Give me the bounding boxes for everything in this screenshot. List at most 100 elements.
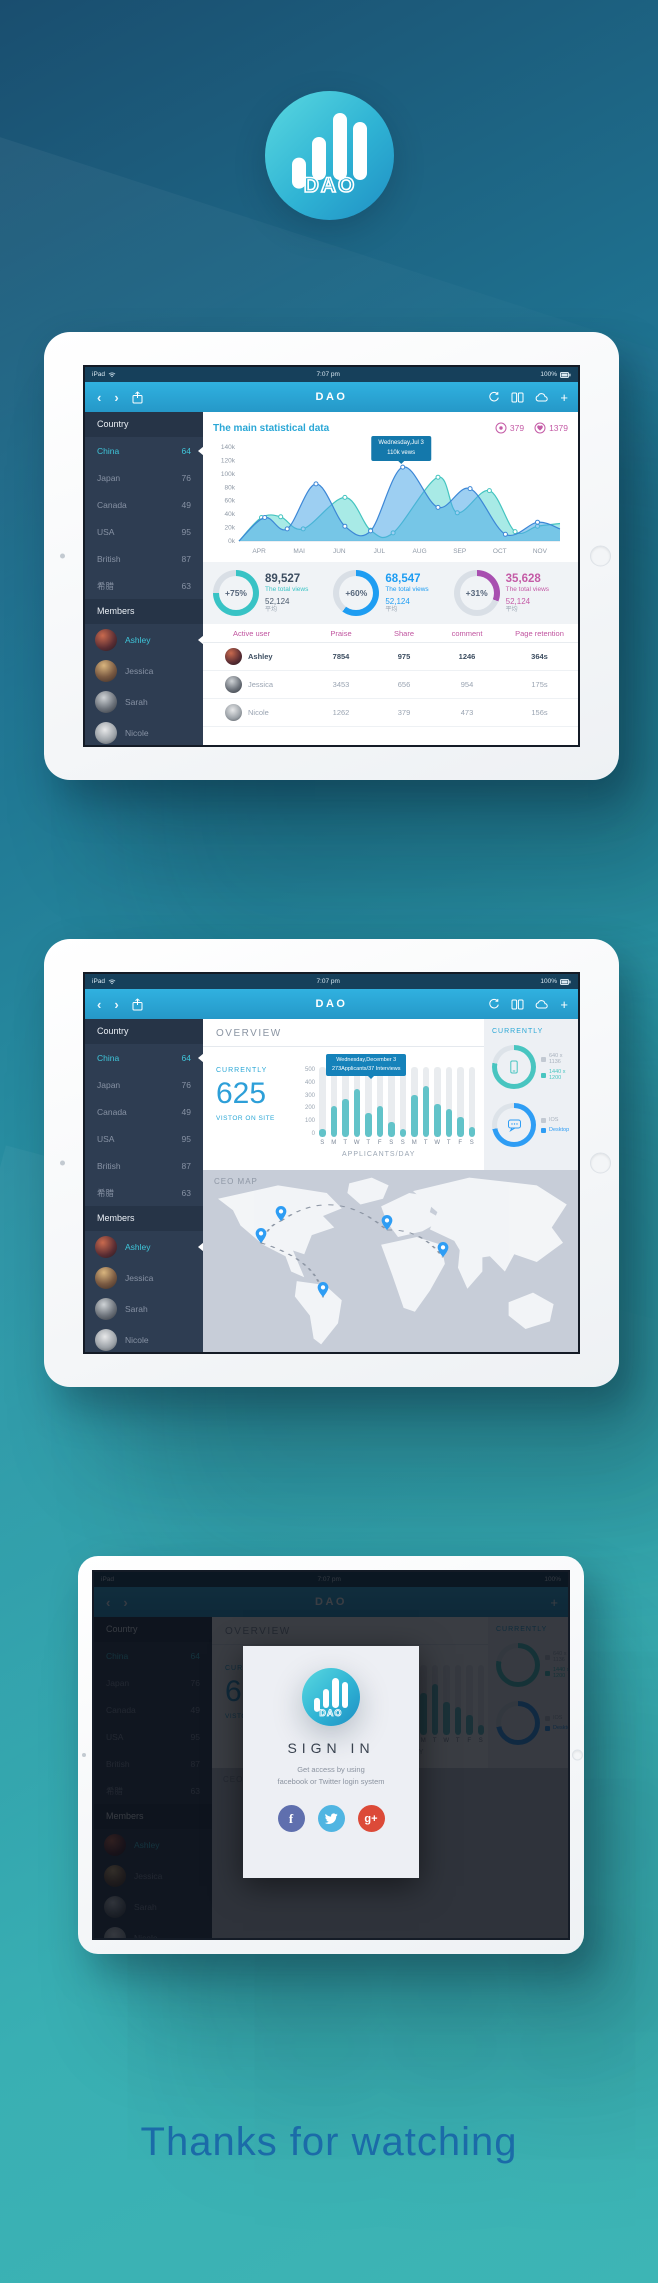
stat-value: 68,547 [385, 573, 421, 585]
map-pin[interactable] [437, 1242, 449, 1258]
likes-icon [534, 422, 546, 434]
member-jessica[interactable]: Jessica [85, 1262, 203, 1293]
bar[interactable] [365, 1067, 372, 1137]
stat-card: +75% 89,527 The total views 52,124 平均 [213, 570, 327, 616]
members-header: Members [85, 599, 203, 624]
ipad-mockup-overview: iPad 7:07 pm 100% ‹ › DAO + [44, 939, 619, 1387]
home-button[interactable] [590, 545, 611, 567]
table-row[interactable]: Nicole 1262 379 473 156s [203, 699, 578, 727]
geo-map: CEO MAP [203, 1170, 578, 1352]
bar[interactable] [388, 1067, 395, 1137]
table-row[interactable]: Ashley 7854 975 1246 364s [203, 643, 578, 671]
platform-ring [492, 1103, 536, 1147]
country-count: 49 [181, 499, 191, 510]
map-pin[interactable] [255, 1227, 267, 1243]
new-tab-icon[interactable]: + [560, 996, 568, 1012]
bar[interactable] [468, 1067, 475, 1137]
forward-button[interactable]: › [114, 389, 119, 405]
back-button[interactable]: ‹ [97, 996, 102, 1012]
member-jessica[interactable]: Jessica [85, 655, 203, 686]
member-nicole[interactable]: Nicole [85, 717, 203, 745]
member-nicole[interactable]: Nicole [85, 1324, 203, 1352]
svg-text:140k: 140k [221, 444, 236, 451]
currently-label: CURRENTLY [216, 1067, 268, 1074]
home-button[interactable] [590, 1152, 611, 1174]
bar[interactable] [422, 1067, 429, 1137]
map-pin[interactable] [275, 1205, 287, 1221]
phone-icon [510, 1060, 518, 1074]
avatar [95, 690, 117, 713]
nav-bar: ‹ › DAO + [85, 989, 578, 1019]
member-sarah[interactable]: Sarah [85, 1293, 203, 1324]
twitter-login-button[interactable] [317, 1805, 345, 1833]
avatar [95, 1266, 117, 1289]
cloud-icon[interactable] [535, 392, 549, 402]
avatar [95, 721, 117, 744]
svg-text:MAI: MAI [293, 548, 305, 555]
refresh-icon[interactable] [488, 391, 500, 403]
likes-count: 1379 [549, 423, 568, 433]
country-header: Country [85, 412, 203, 437]
bar[interactable] [330, 1067, 337, 1137]
facebook-login-button[interactable]: f [277, 1805, 305, 1833]
device-label: iPad [92, 371, 106, 378]
reading-list-icon[interactable] [511, 392, 524, 403]
member-ashley[interactable]: Ashley [85, 1231, 203, 1262]
new-tab-icon[interactable]: + [560, 389, 568, 405]
svg-text:APR: APR [252, 548, 266, 555]
share-icon[interactable] [132, 390, 143, 404]
overview-main: OVERVIEW CURRENTLY 625 VISTOR ON SITE We… [203, 1019, 578, 1352]
stat-card: +60% 68,547 The total views 52,124 平均 [333, 570, 447, 616]
country-count: 76 [181, 472, 191, 483]
home-button[interactable] [572, 1749, 583, 1761]
map-label: CEO MAP [214, 1177, 258, 1186]
table-row[interactable]: Jessica 3453 656 954 175s [203, 671, 578, 699]
avatar [225, 676, 242, 693]
forward-button[interactable]: › [114, 996, 119, 1012]
googleplus-login-button[interactable]: g+ [357, 1805, 385, 1833]
reading-list-icon[interactable] [511, 999, 524, 1010]
member-ashley[interactable]: Ashley [85, 624, 203, 655]
back-button[interactable]: ‹ [97, 389, 102, 405]
resolution-ring [492, 1045, 536, 1089]
bar[interactable] [342, 1067, 349, 1137]
bar[interactable] [445, 1067, 452, 1137]
stats-row: +75% 89,527 The total views 52,124 平均 +6… [203, 562, 578, 624]
member-sarah[interactable]: Sarah [85, 686, 203, 717]
legend-item: IOS [541, 1117, 569, 1123]
bar[interactable] [457, 1067, 464, 1137]
progress-ring: +31% [453, 570, 500, 616]
bar[interactable] [411, 1067, 418, 1137]
bar[interactable] [353, 1067, 360, 1137]
share-icon[interactable] [132, 997, 143, 1011]
bar[interactable] [399, 1067, 406, 1137]
stat-value: 35,628 [505, 573, 541, 585]
overview-heading: OVERVIEW [203, 1019, 484, 1047]
stat-card: +31% 35,628 The total views 52,124 平均 [453, 570, 568, 616]
bar[interactable] [319, 1067, 326, 1137]
ipad-mockup-signin: iPad 7:07 pm 100% ‹› DAO + Country China… [78, 1556, 584, 1954]
bar[interactable] [376, 1067, 383, 1137]
map-pin[interactable] [317, 1282, 329, 1298]
cloud-icon[interactable] [535, 999, 549, 1009]
active-users-table: Active user Praise Share comment Page re… [203, 624, 578, 727]
refresh-icon[interactable] [488, 998, 500, 1010]
country-count: 87 [181, 553, 191, 564]
bar[interactable] [434, 1067, 441, 1137]
area-chart[interactable]: 140k 120k 100k 80k 60k 40k 20k 0k APR MAI JUN JUL AU… [213, 439, 568, 562]
bar-chart[interactable]: 500 400 300 200 100 0 S M T W T F S S M T W T F S [304, 1067, 475, 1146]
map-pin[interactable] [381, 1215, 393, 1231]
